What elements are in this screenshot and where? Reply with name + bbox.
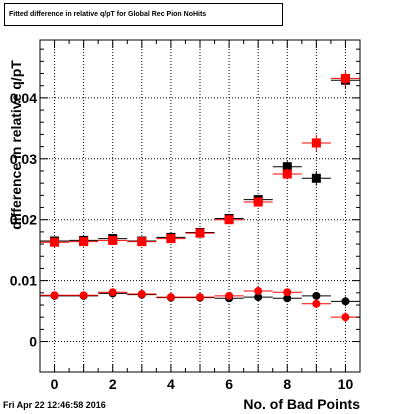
data-point-circle (283, 288, 292, 297)
data-point-square (311, 138, 321, 148)
y-tick-label: 0 (29, 334, 37, 350)
data-point-square (340, 73, 350, 83)
data-point-circle (79, 291, 88, 300)
y-tick-label: 0.01 (10, 273, 37, 289)
chart-title: Fitted difference in relative q/pT for G… (9, 11, 207, 18)
data-point-circle (196, 293, 204, 302)
data-point-circle (254, 286, 263, 295)
data-point-square (224, 215, 234, 225)
data-points (40, 70, 360, 323)
y-axis-label: difference in relative q/pT (8, 60, 24, 230)
data-point-circle (283, 294, 292, 303)
data-point-circle (225, 291, 234, 300)
data-point-square (253, 197, 263, 207)
data-point-circle (108, 288, 117, 297)
data-point-circle (341, 313, 350, 322)
data-point-square (166, 234, 176, 244)
x-tick-label: 6 (225, 376, 233, 392)
data-point-square (50, 237, 60, 247)
grid-lines (40, 40, 360, 372)
data-point-circle (166, 293, 175, 302)
data-point-circle (312, 299, 321, 308)
data-point-square (311, 173, 321, 183)
data-point-square (282, 162, 292, 172)
data-point-circle (341, 297, 350, 306)
axes: 0 2 4 6 8 10 0 0.01 0.02 0.03 0.04 (10, 39, 361, 392)
x-tick-label: 4 (167, 376, 175, 392)
data-point-circle (312, 291, 321, 300)
x-tick-label: 2 (109, 376, 117, 392)
chart-title-box: Fitted difference in relative q/pT for G… (4, 3, 283, 26)
x-tick-label: 0 (51, 376, 59, 392)
data-point-square (195, 228, 205, 238)
data-point-square (79, 237, 89, 247)
data-point-circle (137, 290, 146, 299)
x-tick-label: 8 (283, 376, 291, 392)
timestamp: Fri Apr 22 12:46:58 2016 (3, 400, 106, 410)
x-axis-label: No. of Bad Points (243, 396, 360, 412)
x-tick-label: 10 (338, 376, 354, 392)
data-point-square (137, 237, 147, 247)
y-tick-label: 0.04 (10, 90, 37, 106)
data-point-square (108, 235, 118, 245)
data-point-circle (50, 291, 59, 300)
data-point-circle (254, 293, 263, 302)
y-tick-label: 0.02 (10, 212, 37, 228)
y-tick-label: 0.03 (10, 151, 37, 167)
data-point-square (282, 169, 292, 179)
